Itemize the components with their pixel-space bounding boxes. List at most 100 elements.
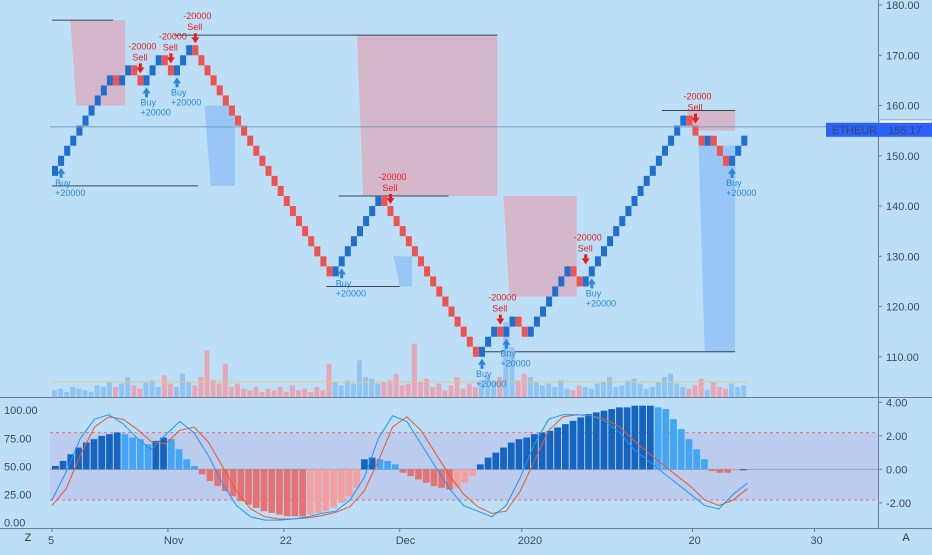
renko-brick xyxy=(436,286,443,297)
volume-bar xyxy=(448,385,454,397)
histogram-bar xyxy=(484,457,492,470)
volume-bar xyxy=(497,377,503,397)
timezone-toggle[interactable]: Z xyxy=(24,532,32,544)
last-price-box xyxy=(826,122,932,137)
buy-arrow-icon xyxy=(57,167,66,174)
sell-signal-qty: -20000 xyxy=(159,31,187,41)
volume-bar xyxy=(466,383,472,397)
sell-arrow-icon xyxy=(386,198,395,205)
renko-brick xyxy=(70,135,77,146)
renko-brick xyxy=(607,236,614,247)
volume-bar xyxy=(680,387,686,397)
renko-brick xyxy=(241,125,248,136)
volume-bar xyxy=(411,343,417,397)
histogram-bar xyxy=(600,410,608,470)
volume-bar xyxy=(735,387,741,397)
sell-signal-qty: -20000 xyxy=(684,92,712,102)
histogram-bar xyxy=(175,449,183,470)
sell-signal-qty: -20000 xyxy=(488,293,516,303)
renko-brick xyxy=(503,326,510,337)
volume-bar xyxy=(52,390,57,397)
buy-signal-label: Buy xyxy=(55,178,71,188)
histogram-bar xyxy=(507,442,515,470)
sell-arrow-icon xyxy=(496,318,505,325)
histogram-bar xyxy=(546,430,554,470)
renko-brick xyxy=(259,155,266,166)
sell-signal-label: Sell xyxy=(163,42,178,52)
histogram-bar xyxy=(670,419,677,470)
volume-bar xyxy=(570,390,576,397)
volume-bar xyxy=(521,373,527,397)
renko-brick xyxy=(113,75,119,86)
volume-bar xyxy=(619,385,625,397)
position-shade xyxy=(686,110,736,131)
renko-brick xyxy=(546,296,553,307)
renko-brick xyxy=(613,226,620,237)
histogram-bar xyxy=(314,469,322,513)
volume-bar xyxy=(369,378,375,397)
volume-bar xyxy=(247,390,253,397)
renko-brick xyxy=(247,135,254,146)
volume-bar xyxy=(357,360,362,397)
sell-arrow-stem xyxy=(584,254,588,259)
buy-arrow-stem xyxy=(59,173,63,178)
auto-scale-toggle[interactable]: A xyxy=(902,532,910,544)
volume-bar xyxy=(594,383,600,397)
histogram-bar xyxy=(585,414,592,470)
renko-brick xyxy=(302,226,309,237)
volume-bar xyxy=(58,388,64,397)
volume-bar xyxy=(149,380,155,397)
buy-arrow-icon xyxy=(728,167,737,174)
renko-brick xyxy=(180,55,187,66)
time-tick-label: 30 xyxy=(811,535,823,547)
volume-bar xyxy=(716,387,722,397)
volume-bar xyxy=(546,383,552,397)
signal-layer: Buy+20000-20000SellBuy+20000-20000SellBu… xyxy=(55,11,756,389)
volume-bar xyxy=(180,373,186,397)
volume-bar xyxy=(94,385,100,397)
histogram-bar xyxy=(531,434,538,470)
histogram-bar xyxy=(731,469,739,472)
volume-bar xyxy=(350,383,356,397)
renko-brick xyxy=(375,195,382,207)
renko-brick xyxy=(289,206,296,217)
sell-signal-label: Sell xyxy=(132,52,147,62)
renko-brick xyxy=(387,206,394,217)
buy-arrow-stem xyxy=(175,83,179,88)
sell-signal-label: Sell xyxy=(688,103,703,113)
histogram-bar xyxy=(724,469,731,473)
volume-bar xyxy=(649,387,655,397)
volume-bar xyxy=(375,383,381,397)
volume-bar xyxy=(454,377,460,397)
renko-brick xyxy=(277,185,284,196)
sell-signal-qty: -20000 xyxy=(183,11,211,21)
renko-brick xyxy=(405,236,412,247)
position-shade xyxy=(70,20,126,106)
volume-bar xyxy=(460,388,466,397)
histogram-bar xyxy=(399,469,407,473)
oscillator-pane xyxy=(50,405,878,521)
renko-brick xyxy=(393,216,400,227)
volume-bar xyxy=(533,382,539,397)
histogram-bar xyxy=(183,459,191,470)
renko-brick xyxy=(442,296,449,307)
renko-brick xyxy=(485,336,492,347)
position-shade xyxy=(698,145,736,352)
renko-brick xyxy=(76,125,83,136)
buy-signal-label: Buy xyxy=(586,288,602,298)
histogram-bar xyxy=(144,444,152,470)
buy-signal-qty: +20000 xyxy=(336,288,366,298)
volume-bar xyxy=(131,385,137,397)
volume-bar xyxy=(601,382,606,397)
sell-arrow-icon xyxy=(581,258,590,265)
renko-brick xyxy=(540,306,546,317)
volume-bar xyxy=(64,392,70,397)
renko-brick xyxy=(570,266,577,277)
renko-brick xyxy=(582,276,589,287)
histogram-bar xyxy=(90,439,98,470)
renko-brick xyxy=(601,246,607,257)
renko-brick xyxy=(332,266,339,277)
volume-bar xyxy=(161,375,167,397)
